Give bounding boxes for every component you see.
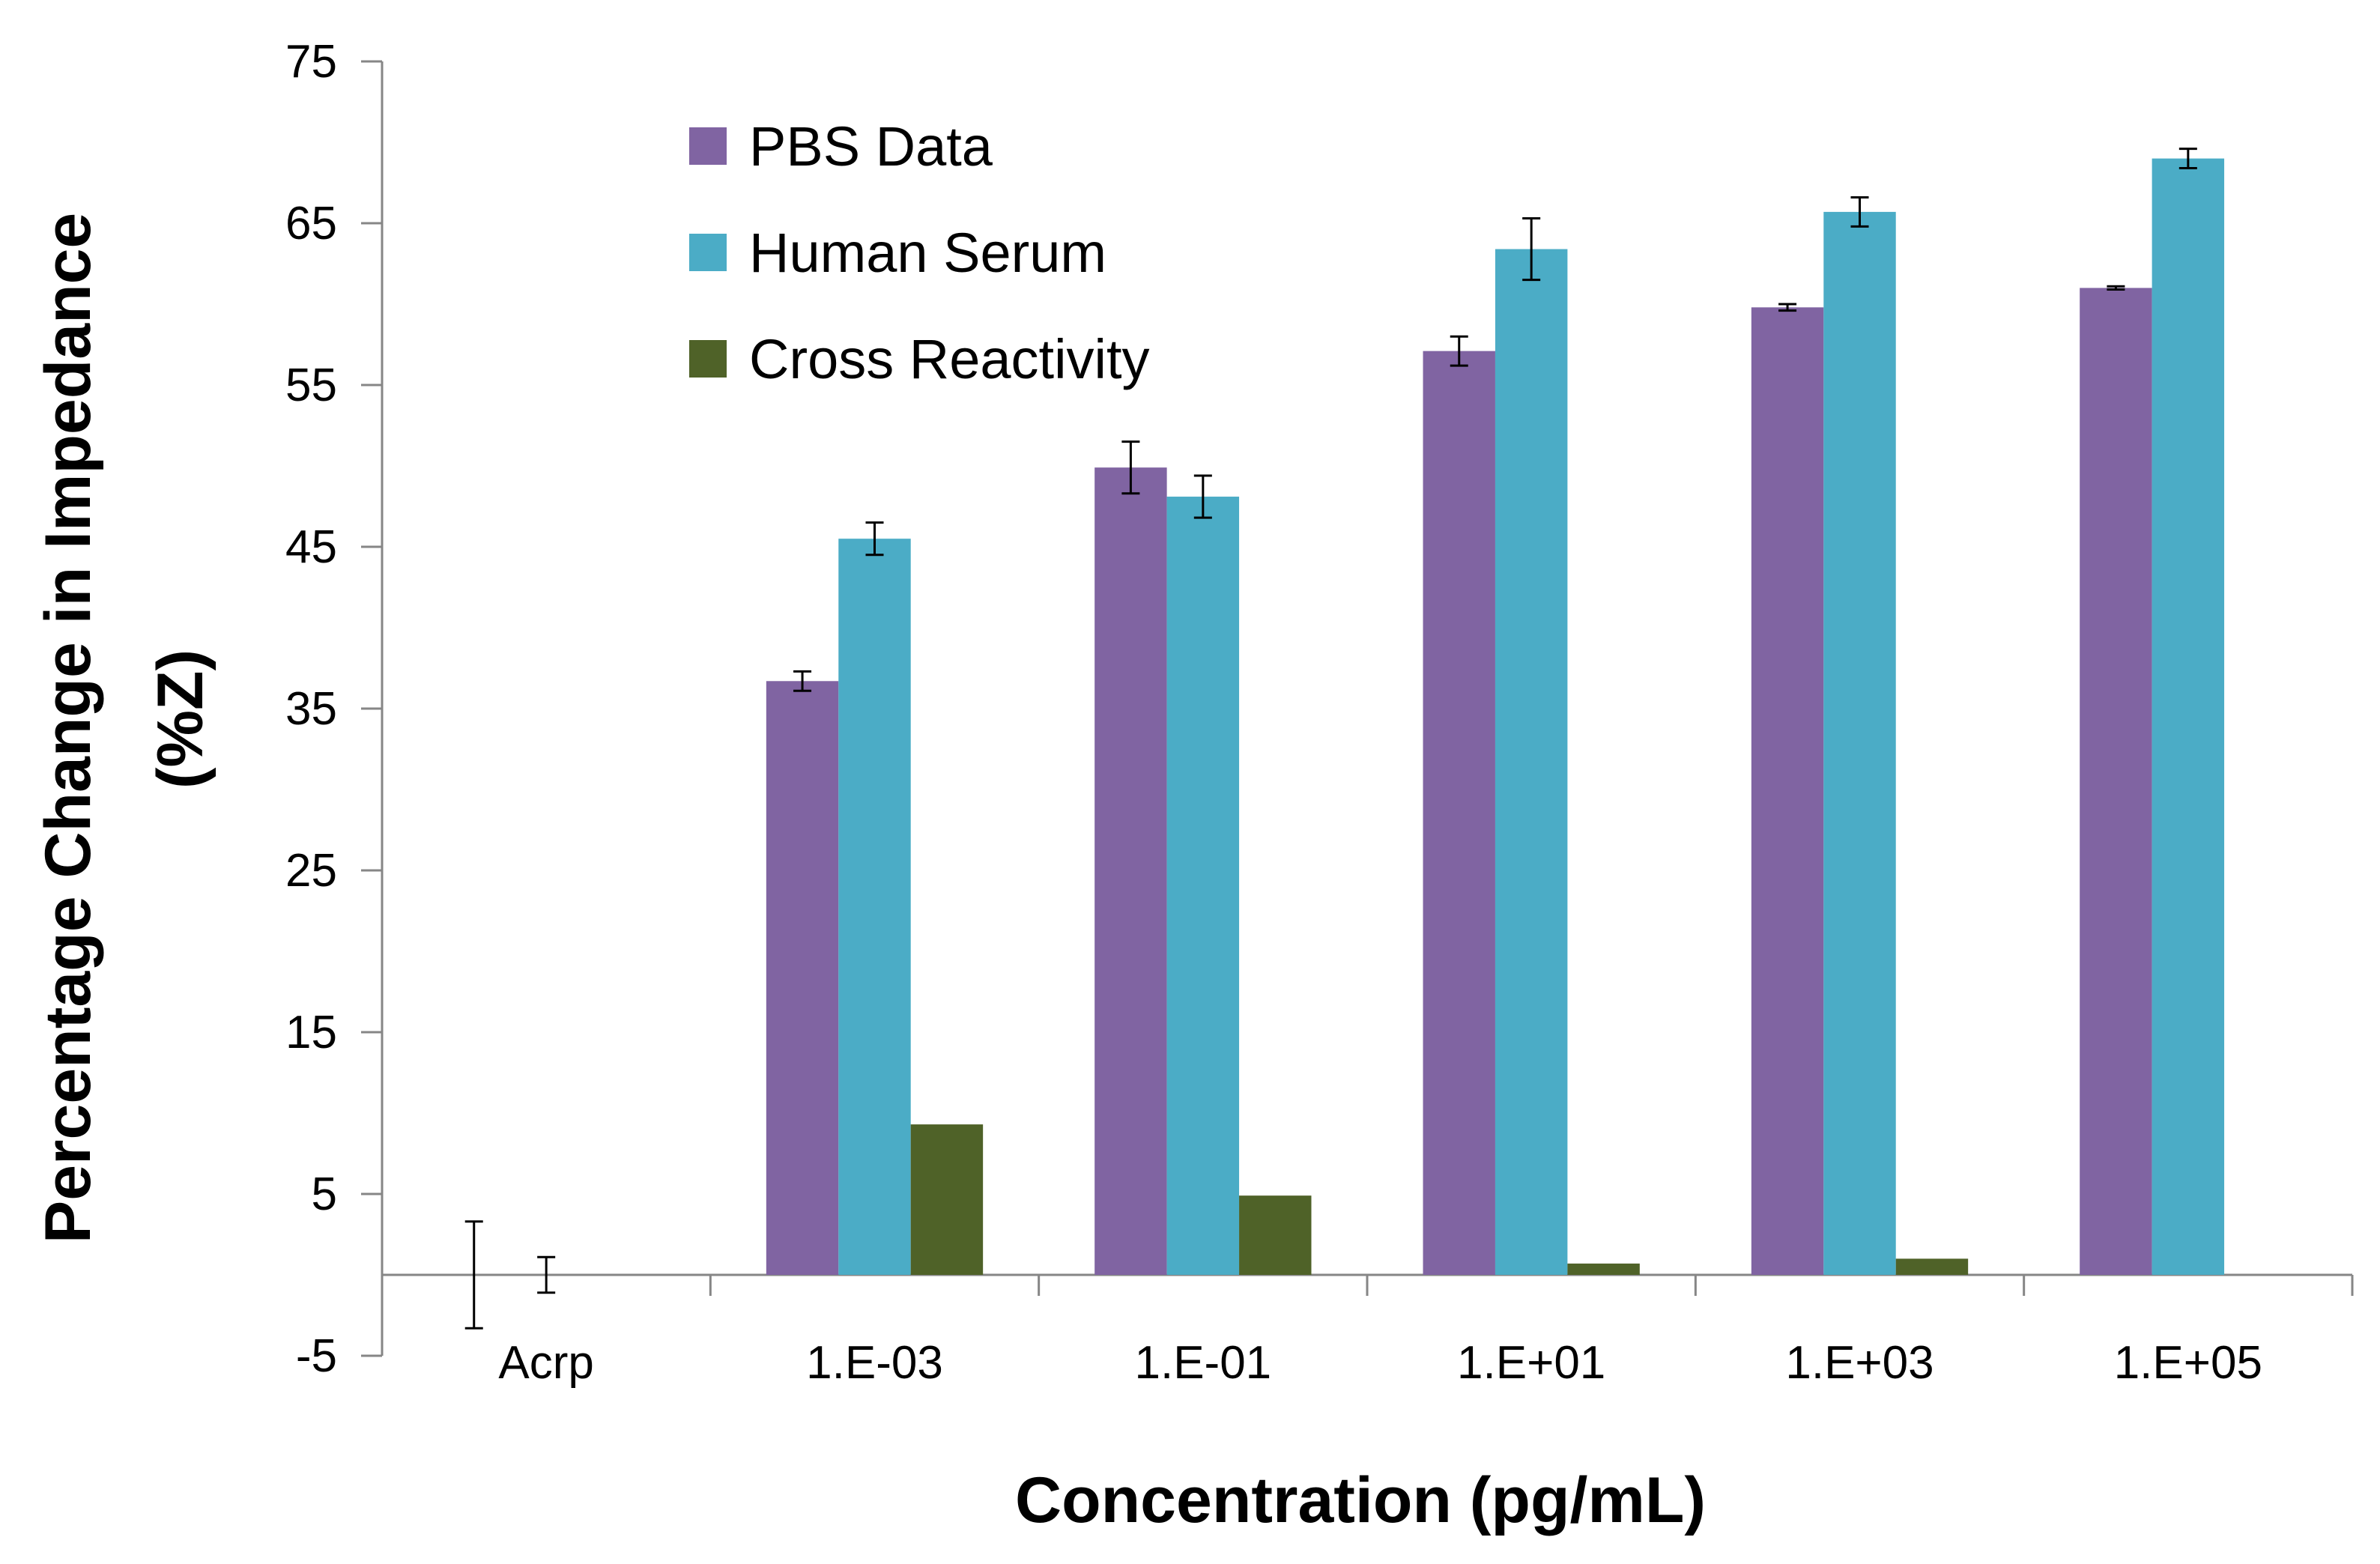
bar [838, 539, 911, 1275]
y-tick-label: 25 [285, 845, 337, 897]
bar [1239, 1195, 1312, 1275]
bar [1094, 467, 1167, 1276]
y-tick-label: 75 [285, 36, 337, 88]
bar [1823, 211, 1896, 1275]
bar [1567, 1263, 1640, 1275]
bar [766, 681, 839, 1275]
x-tick-label: 1.E+01 [1457, 1337, 1605, 1389]
bar [1166, 497, 1240, 1275]
bar [2152, 158, 2225, 1276]
bars [766, 158, 2225, 1276]
x-tick-label: Acrp [498, 1337, 593, 1389]
tick-labels: 75 65 55 45 35 25 15 5 -5 Acrp 1.E-03 1.E-01 1.E+01 1… [285, 36, 2262, 1389]
y-tick-label: 55 [285, 360, 337, 411]
bar [2080, 288, 2152, 1275]
x-tick-label: 1.E-03 [806, 1337, 943, 1389]
bar [1751, 307, 1824, 1275]
legend-swatch [689, 340, 727, 378]
bar [1895, 1258, 1969, 1275]
error-bars [464, 148, 2197, 1330]
x-tick-label: 1.E+03 [1785, 1337, 1934, 1389]
legend-label: Cross Reactivity [749, 328, 1150, 390]
y-tick-label: 45 [285, 521, 337, 573]
y-tick-label: 65 [285, 198, 337, 249]
y-axis-title: Percentage Change in Impedance (%Z) [32, 195, 216, 1243]
y-tick-label: -5 [296, 1330, 337, 1382]
y-tick-label: 5 [312, 1169, 337, 1220]
bar [1423, 351, 1495, 1275]
x-tick-label: 1.E-01 [1134, 1337, 1271, 1389]
axes [361, 60, 2354, 1357]
y-tick-label: 35 [285, 683, 337, 735]
x-tick-label: 1.E+05 [2114, 1337, 2262, 1389]
legend-label: PBS Data [749, 115, 993, 178]
bar [910, 1124, 984, 1275]
y-axis-title-line1: Percentage Change in Impedance [32, 213, 104, 1243]
y-tick-label: 15 [285, 1007, 337, 1058]
legend-swatch [689, 234, 727, 271]
legend: PBS Data Human Serum Cross Reactivity [689, 115, 1150, 390]
bar [1495, 249, 1568, 1275]
legend-swatch [689, 127, 727, 165]
y-axis-title-line2: (%Z) [145, 649, 216, 789]
x-axis-title: Concentration (pg/mL) [1015, 1464, 1706, 1536]
legend-label: Human Serum [749, 222, 1106, 284]
